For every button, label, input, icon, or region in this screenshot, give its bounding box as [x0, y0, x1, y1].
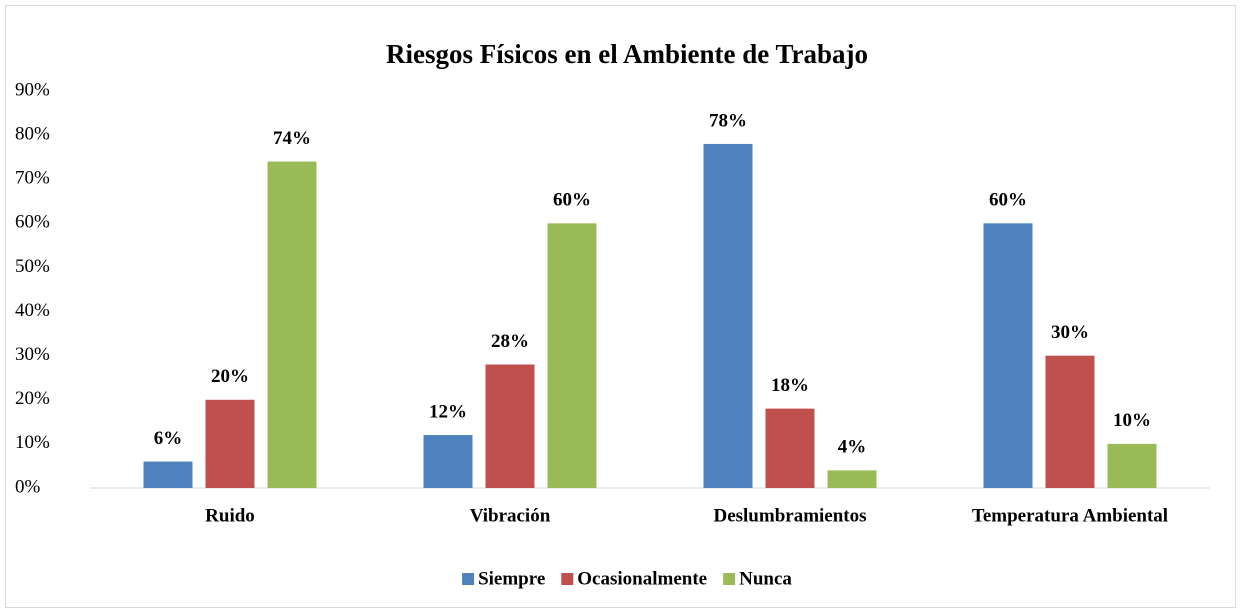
data-label: 12% — [429, 401, 467, 422]
x-tick-label: Deslumbramientos — [713, 505, 866, 526]
bar — [547, 223, 597, 489]
y-tick-label: 20% — [15, 388, 50, 409]
bar — [827, 470, 877, 488]
bar — [267, 161, 317, 489]
y-tick-label: 80% — [15, 123, 50, 144]
legend-swatch — [462, 573, 475, 585]
legend-label: Siempre — [478, 568, 545, 589]
bar — [485, 364, 535, 488]
y-tick-label: 50% — [15, 256, 50, 277]
legend-label: Ocasionalmente — [577, 568, 707, 589]
data-label: 30% — [1051, 322, 1089, 343]
legend-label: Nunca — [739, 568, 792, 589]
y-tick-label: 30% — [15, 344, 50, 365]
bar — [983, 223, 1033, 489]
data-label: 60% — [989, 190, 1027, 211]
data-label: 74% — [273, 128, 311, 149]
bar — [765, 408, 815, 488]
y-tick-label: 90% — [15, 79, 50, 100]
bar — [703, 143, 753, 488]
y-tick-label: 70% — [15, 168, 50, 189]
data-label: 60% — [553, 190, 591, 211]
data-label: 6% — [154, 428, 183, 449]
data-label: 78% — [709, 110, 747, 131]
data-label: 18% — [771, 375, 809, 396]
data-label: 4% — [838, 437, 867, 458]
legend-swatch — [561, 573, 574, 585]
bar — [423, 435, 473, 488]
data-label: 20% — [211, 366, 249, 387]
bar — [1107, 443, 1157, 488]
x-tick-label: Ruido — [205, 505, 255, 526]
legend-swatch — [723, 573, 736, 585]
chart-title: Riesgos Físicos en el Ambiente de Trabaj… — [386, 39, 868, 69]
y-tick-label: 40% — [15, 300, 50, 321]
data-label: 10% — [1113, 410, 1151, 431]
bar — [205, 399, 255, 488]
data-label: 28% — [491, 331, 529, 352]
y-tick-label: 0% — [15, 476, 41, 497]
bar — [143, 461, 193, 488]
bar — [1045, 355, 1095, 488]
x-tick-label: Vibración — [470, 505, 551, 526]
x-tick-label: Temperatura Ambiental — [972, 505, 1168, 526]
y-tick-label: 60% — [15, 212, 50, 233]
y-tick-label: 10% — [15, 432, 50, 453]
